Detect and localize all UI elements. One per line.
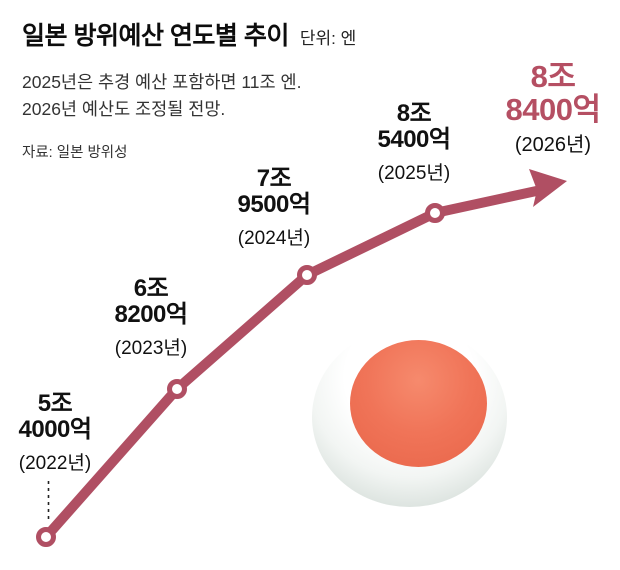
data-point-marker [167,379,187,399]
subtitle: 2025년은 추경 예산 포함하면 11조 엔. 2026년 예산도 조정될 전… [22,69,301,123]
amount-value: 4000억 [18,416,92,443]
japan-flag-red-circle [350,340,487,467]
amount-value-highlight: 8400억 [505,92,601,127]
data-point-label-2022: 5조 4000억 (2022년) [19,391,92,475]
header: 일본 방위예산 연도별 추이 단위: 엔 [22,16,356,52]
year-label: (2022년) [18,453,92,474]
data-point-label-2024: 7조 9500억 (2024년) [238,166,311,250]
year-label: (2023년) [114,338,188,359]
subtitle-line-1: 2025년은 추경 예산 포함하면 11조 엔. [22,72,302,92]
subtitle-line-2: 2026년 예산도 조정될 전망. [22,99,226,119]
year-label: (2025년) [377,163,451,184]
arrow-head-icon [529,169,567,207]
year-label: (2026년) [514,134,592,156]
amount-value-highlight: 8조 [530,59,576,94]
data-point-label-2023: 6조 8200억 (2023년) [115,276,188,360]
data-point-label-2026-highlight: 8조 8400억 (2026년) [506,60,601,156]
data-point-marker [297,265,317,285]
year-label: (2024년) [237,228,311,249]
amount-value: 8조 [396,100,432,127]
amount-value: 9500억 [237,191,311,218]
amount-value: 8200억 [114,301,188,328]
unit-label: 단위: 엔 [299,29,357,48]
amount-value: 5조 [37,390,73,417]
amount-value: 5400억 [377,126,451,153]
page-title: 일본 방위예산 연도별 추이 [22,22,289,50]
source-credit: 자료: 일본 방위성 [22,145,128,161]
data-point-marker [425,203,445,223]
amount-value: 6조 [133,275,169,302]
amount-value: 7조 [256,165,292,192]
data-point-marker [36,527,56,547]
data-point-label-2025: 8조 5400억 (2025년) [378,101,451,185]
